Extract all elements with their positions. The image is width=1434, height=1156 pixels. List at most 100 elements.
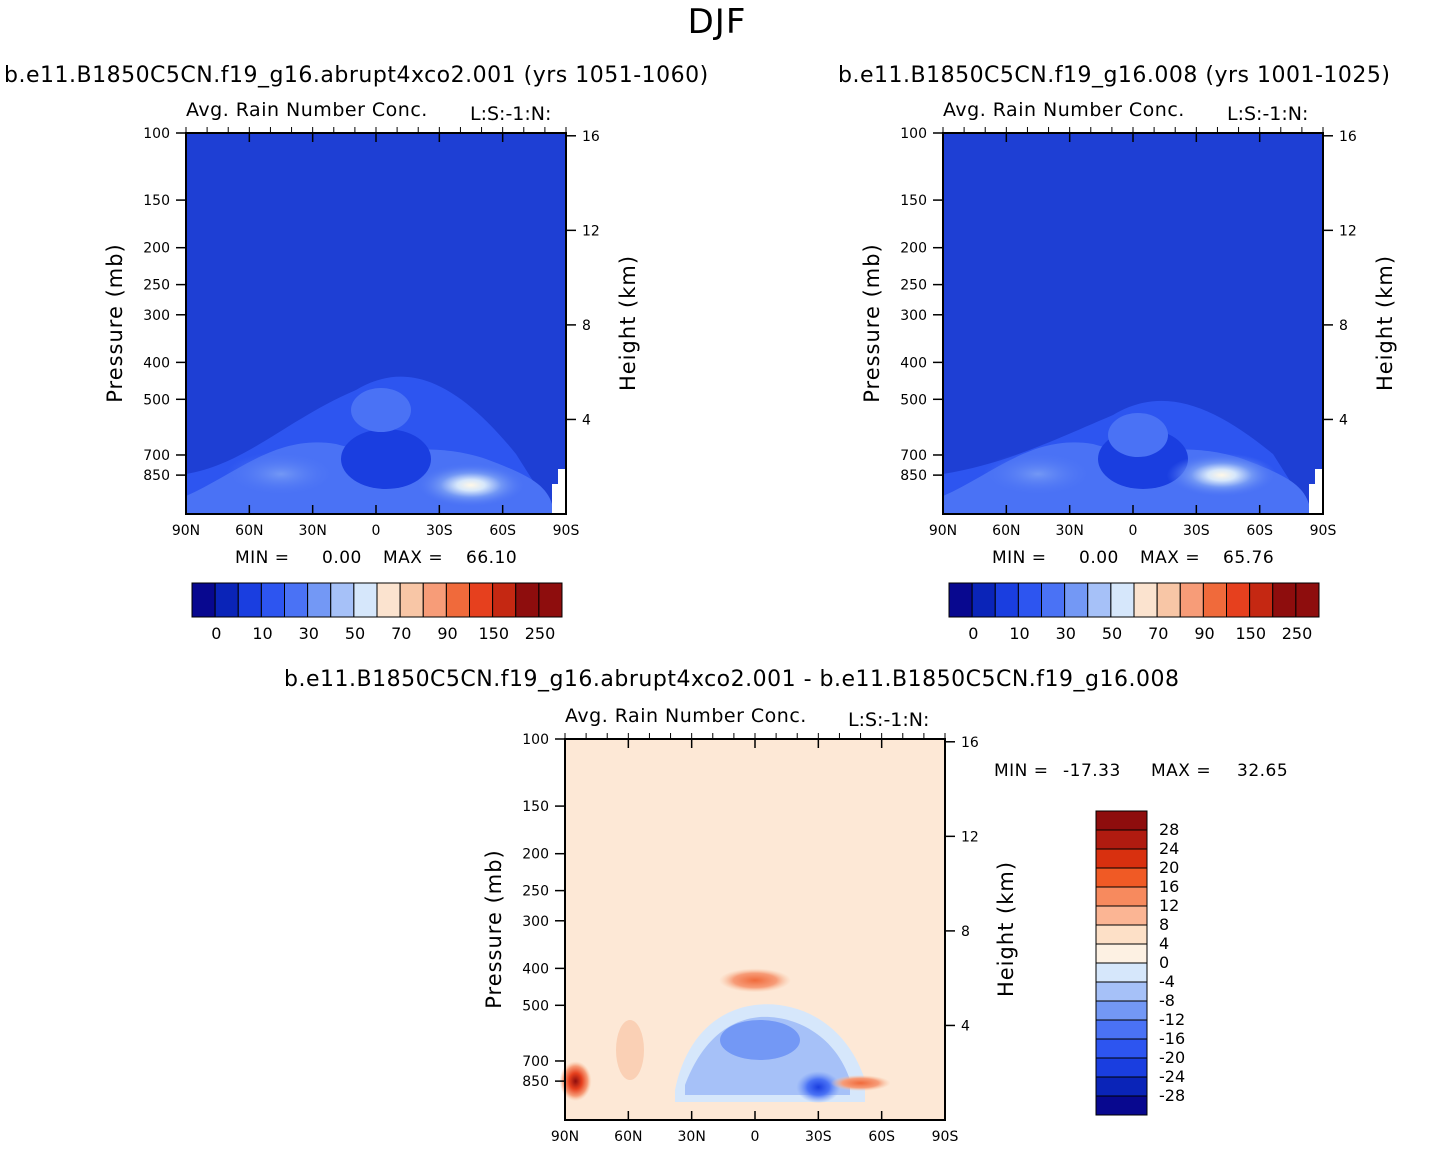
panel-a-hotspot xyxy=(416,463,526,508)
panel-diff-tag: L:S:-1:N: xyxy=(848,709,930,731)
panel-diff-ytick-label: 850 xyxy=(522,1074,549,1090)
panel-b-ytick-label: 850 xyxy=(900,468,927,484)
panel-diff-positive-lobe xyxy=(616,1020,644,1080)
panel-a-colorbar-label: 90 xyxy=(437,624,457,643)
panel-a-min-value: 0.00 xyxy=(322,548,362,568)
panel-a-plot xyxy=(176,127,576,618)
panel-a-colorbar-label: 150 xyxy=(479,624,510,643)
panel-b-tag: L:S:-1:N: xyxy=(1227,103,1309,125)
panel-a-contour-3 xyxy=(341,429,431,489)
panel-b-ytick-right-label: 16 xyxy=(1339,129,1357,145)
panel-diff-min-value: -17.33 xyxy=(1063,761,1121,781)
panel-diff-title: Avg. Rain Number Conc. xyxy=(565,705,807,727)
panel-diff-colorbar-box xyxy=(1095,1019,1148,1040)
panel-b-max-value: 65.76 xyxy=(1223,548,1275,568)
panel-b-colorbar-box xyxy=(1017,582,1042,618)
panel-a-max-value: 66.10 xyxy=(466,548,518,568)
panel-b-colorbar-box xyxy=(1179,582,1204,618)
panel-a-colorbar-box xyxy=(515,582,540,618)
panel-b-colorbar-label: 0 xyxy=(968,624,978,643)
panel-b-ytick-label: 300 xyxy=(900,308,927,324)
panel-b-colorbar-box xyxy=(971,582,996,618)
panel-diff-colorbar-label: -4 xyxy=(1159,972,1175,991)
panel-a-xtick-label: 0 xyxy=(372,523,381,539)
panel-b-colorbar-box xyxy=(948,582,973,618)
panel-b-title: Avg. Rain Number Conc. xyxy=(943,99,1185,121)
panel-b-colorbar-label: 90 xyxy=(1194,624,1214,643)
panel-a-xtick-label: 30N xyxy=(299,523,327,539)
panel-a-colorbar-box xyxy=(399,582,424,618)
panel-diff-xtick-label: 30S xyxy=(805,1129,832,1145)
panel-diff-ytick-label: 500 xyxy=(522,998,549,1014)
panel-diff-colorbar-label: -8 xyxy=(1159,991,1175,1010)
panel-diff-ytick-right-label: 16 xyxy=(961,735,979,751)
panel-a-colorbar-box xyxy=(422,582,447,618)
panel-b-colorbar-box xyxy=(1226,582,1251,618)
panel-diff-colorbar-label: 24 xyxy=(1159,839,1179,858)
panel-a-ytick-label: 500 xyxy=(143,392,170,408)
panel-diff-colorbar-label: 28 xyxy=(1159,820,1179,839)
panel-diff-ytick-label: 100 xyxy=(522,732,549,748)
panel-diff-xtick-label: 0 xyxy=(751,1129,760,1145)
panel-b-colorbar-box xyxy=(1272,582,1297,618)
panel-a-colorbar-box xyxy=(330,582,355,618)
panel-diff-ytick-right-label: 12 xyxy=(961,829,979,845)
panel-a-colorbar-label: 70 xyxy=(391,624,411,643)
panel-b-contour-5 xyxy=(983,452,1093,496)
panel-diff-ytick-label: 200 xyxy=(522,847,549,863)
panel-diff-colorbar-box xyxy=(1095,1038,1148,1059)
panel-a-colorbar-label: 10 xyxy=(252,624,272,643)
panel-diff-xtick-label: 60S xyxy=(868,1129,895,1145)
panel-a-xtick-label: 90S xyxy=(553,523,580,539)
panel-b-colorbar-label: 150 xyxy=(1236,624,1267,643)
panel-a-xtick-label: 30S xyxy=(426,523,453,539)
panel-diff-xtick-label: 90S xyxy=(932,1129,959,1145)
panel-diff-colorbar-box xyxy=(1095,1095,1148,1116)
panel-diff-min-label: MIN = xyxy=(994,761,1049,781)
panel-b-colorbar-box xyxy=(1041,582,1066,618)
panel-a-colorbar-label: 30 xyxy=(299,624,319,643)
panel-b-ytick-right-label: 12 xyxy=(1339,223,1357,239)
panel-diff-ytick-right-label: 8 xyxy=(961,924,970,940)
panel-b-colorbar-label: 250 xyxy=(1282,624,1313,643)
panel-b-xtick-label: 30N xyxy=(1056,523,1084,539)
panel-b-colorbar-label: 50 xyxy=(1102,624,1122,643)
panel-a-xtick-label: 60S xyxy=(489,523,516,539)
panel-a-colorbar-label: 50 xyxy=(345,624,365,643)
panel-diff-max-spot xyxy=(559,1061,592,1102)
panel-a-colorbar-box xyxy=(469,582,494,618)
panel-a-case-title: b.e11.B1850C5CN.f19_g16.abrupt4xco2.001 … xyxy=(4,63,709,88)
panel-a-colorbar-box xyxy=(492,582,517,618)
panel-a-ytick-label: 150 xyxy=(143,193,170,209)
panel-b-colorbar-box xyxy=(1133,582,1158,618)
panel-diff-colorbar-box xyxy=(1095,810,1148,831)
panel-a-ytick-label: 300 xyxy=(143,308,170,324)
panel-a-colorbar-label: 0 xyxy=(211,624,221,643)
panel-b-ytick-label: 150 xyxy=(900,193,927,209)
panel-a-ytick-label: 400 xyxy=(143,355,170,371)
panel-diff-min-spot xyxy=(796,1071,841,1104)
panel-b-ytick-label: 700 xyxy=(900,448,927,464)
panel-a-ytick-label: 250 xyxy=(143,278,170,294)
panel-b-colorbar-label: 70 xyxy=(1148,624,1168,643)
panel-diff-ytick-label: 250 xyxy=(522,884,549,900)
panel-b-hotspot xyxy=(1166,453,1277,498)
panel-b-xtick-label: 90N xyxy=(929,523,957,539)
panel-diff-plot xyxy=(555,733,1148,1121)
panel-diff-colorbar-box xyxy=(1095,924,1148,945)
panel-b-colorbar-label: 30 xyxy=(1056,624,1076,643)
panel-b-ytick-label: 500 xyxy=(900,392,927,408)
panel-b-xtick-label: 60S xyxy=(1246,523,1273,539)
panel-b-colorbar-box xyxy=(994,582,1019,618)
panel-a-ytick-label: 850 xyxy=(143,468,170,484)
panel-diff-colorbar-box xyxy=(1095,848,1148,869)
panel-a-colorbar-box xyxy=(214,582,239,618)
panel-a-colorbar-label: 250 xyxy=(525,624,556,643)
panel-b-colorbar-box xyxy=(1202,582,1227,618)
panel-diff-colorbar-box xyxy=(1095,867,1148,888)
panel-diff-colorbar-label: -12 xyxy=(1159,1010,1185,1029)
panel-a-contour-5 xyxy=(226,452,336,496)
panel-a-colorbar-box xyxy=(376,582,401,618)
panel-diff-ytick-label: 300 xyxy=(522,914,549,930)
panel-b-min-value: 0.00 xyxy=(1079,548,1119,568)
